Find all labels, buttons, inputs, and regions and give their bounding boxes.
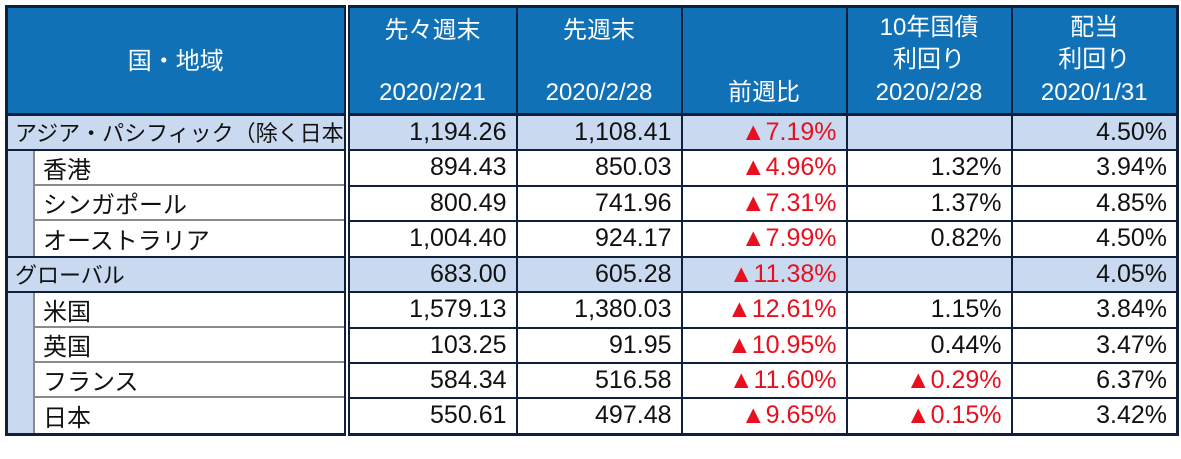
header-week-before-last-date: 2020/2/21 [379,78,486,106]
table-row-country: フランス 584.34 516.58 ▲11.60% ▲0.29% 6.37% [5,361,1179,399]
table-row-region: グローバル 683.00 605.28 ▲11.38% 4.05% [5,255,1179,293]
header-cell-last-week: 先週末 2020/2/28 [515,5,683,116]
header-week-before-last-label: 先々週末 [384,17,481,44]
header-cell-wow-change: 前週比 [680,5,848,116]
value-cell: 924.17 [515,219,683,258]
table-header: 国・地域 先々週末 2020/2/21 先週末 2020/2/28 前週比 [5,5,1179,116]
market-data-table: 国・地域 先々週末 2020/2/21 先週末 2020/2/28 前週比 [5,5,1179,436]
header-cell-week-before-last: 先々週末 2020/2/21 [343,5,518,116]
header-dividend-yield-line1: 配当 [1070,14,1119,41]
value-cell: 605.28 [515,255,683,293]
wow-change-cell: ▲11.60% [680,361,848,399]
bond-yield-cell: ▲0.29% [845,361,1013,399]
country-name-cell: 日本 [5,397,348,434]
dividend-yield-cell: 3.47% [1010,326,1179,364]
dividend-yield-cell: 4.50% [1010,219,1179,258]
wow-change-cell: ▲12.61% [680,290,848,329]
value-cell: 1,004.40 [343,219,518,258]
header-region-label: 国・地域 [127,47,224,75]
country-label: 米国 [43,298,91,326]
header-cell-dividend-yield: 配当 利回り 2020/1/31 [1010,5,1179,116]
value-cell: 1,108.41 [515,113,683,151]
header-cell-bond-yield: 10年国債 利回り 2020/2/28 [845,5,1013,116]
dividend-yield-cell: 6.37% [1010,361,1179,399]
country-label: シンガポール [43,191,187,219]
table-row-region: アジア・パシフィック（除く日本） 1,194.26 1,108.41 ▲7.19… [5,113,1179,151]
header-dividend-yield-line2: 利回り [1058,46,1131,74]
table-row-country: オーストラリア 1,004.40 924.17 ▲7.99% 0.82% 4.5… [5,219,1179,258]
value-cell: 91.95 [515,326,683,364]
table-row-country: シンガポール 800.49 741.96 ▲7.31% 1.37% 4.85% [5,184,1179,222]
country-label: オーストラリア [43,227,210,255]
value-cell: 683.00 [343,255,518,293]
value-cell: 741.96 [515,184,683,222]
country-name-cell: オーストラリア [5,220,348,257]
bond-yield-cell: 1.15% [845,290,1013,329]
country-name-cell: 米国 [5,291,348,328]
value-cell: 894.43 [343,148,518,187]
country-name-cell: 英国 [5,327,348,363]
header-cell-region: 国・地域 [5,5,348,116]
header-last-week-date: 2020/2/28 [545,78,653,106]
country-name-cell: フランス [5,362,348,398]
table-row-country: 香港 894.43 850.03 ▲4.96% 1.32% 3.94% [5,148,1179,187]
dividend-yield-cell: 3.42% [1010,396,1179,435]
value-cell: 850.03 [515,148,683,187]
wow-change-cell: ▲9.65% [680,396,848,435]
wow-change-cell: ▲7.31% [680,184,848,222]
value-cell: 550.61 [343,396,518,435]
value-cell: 1,194.26 [343,113,518,151]
dividend-yield-cell: 3.84% [1010,290,1179,329]
header-dividend-yield-date: 2020/1/31 [1040,78,1148,106]
value-cell: 103.25 [343,326,518,364]
wow-change-cell: ▲4.96% [680,148,848,187]
value-cell: 584.34 [343,361,518,399]
table-row-country: 米国 1,579.13 1,380.03 ▲12.61% 1.15% 3.84% [5,290,1179,329]
bond-yield-cell [845,255,1013,293]
value-cell: 1,579.13 [343,290,518,329]
dividend-yield-cell: 4.85% [1010,184,1179,222]
bond-yield-cell: 1.37% [845,184,1013,222]
value-cell: 497.48 [515,396,683,435]
header-bond-yield-date: 2020/2/28 [875,78,983,106]
wow-change-cell: ▲7.19% [680,113,848,151]
header-row: 国・地域 先々週末 2020/2/21 先週末 2020/2/28 前週比 [5,5,1179,116]
header-last-week-label: 先週末 [563,17,635,44]
wow-change-cell: ▲10.95% [680,326,848,364]
country-label: 日本 [43,404,91,432]
bond-yield-cell: ▲0.15% [845,396,1013,435]
bond-yield-cell: 1.32% [845,148,1013,187]
header-bond-yield-line1: 10年国債 [879,14,979,41]
table-row-country: 英国 103.25 91.95 ▲10.95% 0.44% 3.47% [5,326,1179,364]
bond-yield-cell: 0.82% [845,219,1013,258]
country-label: 英国 [43,333,91,361]
wow-change-cell: ▲11.38% [680,255,848,293]
country-label: フランス [43,368,139,396]
value-cell: 516.58 [515,361,683,399]
region-name-cell: グローバル [5,255,348,293]
country-name-cell: 香港 [5,149,348,186]
bond-yield-cell: 0.44% [845,326,1013,364]
dividend-yield-cell: 4.05% [1010,255,1179,293]
value-cell: 800.49 [343,184,518,222]
country-name-cell: シンガポール [5,185,348,221]
header-bond-yield-line2: 利回り [893,46,965,74]
value-cell: 1,380.03 [515,290,683,329]
header-wow-change-label: 前週比 [728,78,800,106]
dividend-yield-cell: 4.50% [1010,113,1179,151]
table-row-country: 日本 550.61 497.48 ▲9.65% ▲0.15% 3.42% [5,396,1179,435]
bond-yield-cell [845,113,1013,151]
wow-change-cell: ▲7.99% [680,219,848,258]
table-body: アジア・パシフィック（除く日本） 1,194.26 1,108.41 ▲7.19… [5,113,1179,435]
dividend-yield-cell: 3.94% [1010,148,1179,187]
region-name-cell: アジア・パシフィック（除く日本） [5,113,348,151]
country-label: 香港 [43,156,91,184]
